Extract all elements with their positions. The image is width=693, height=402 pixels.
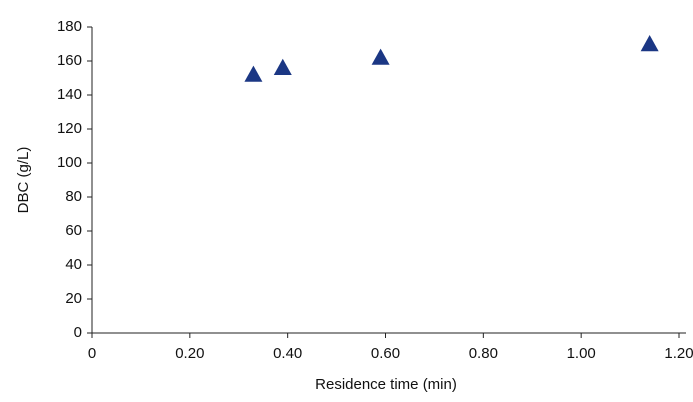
y-axis-label: DBC (g/L) xyxy=(15,147,32,214)
x-tick-label: 0.40 xyxy=(273,345,302,362)
marker xyxy=(244,65,263,82)
x-tick-label: 1.20 xyxy=(664,345,693,362)
y-tick-label: 80 xyxy=(65,188,82,205)
y-tick-label: 180 xyxy=(57,18,82,35)
x-tick-label: 0.80 xyxy=(469,345,498,362)
y-tick-label: 20 xyxy=(65,290,82,307)
x-tick-label: 0.60 xyxy=(371,345,400,362)
x-tick-label: 0.20 xyxy=(175,345,204,362)
y-tick-label: 60 xyxy=(65,222,82,239)
x-axis-label: Residence time (min) xyxy=(315,376,457,393)
x-tick-label: 0 xyxy=(88,345,96,362)
y-tick-label: 160 xyxy=(57,52,82,69)
y-tick-label: 40 xyxy=(65,256,82,273)
y-tick-label: 120 xyxy=(57,120,82,137)
y-tick-label: 0 xyxy=(74,324,82,341)
marker xyxy=(371,48,390,65)
y-tick-label: 140 xyxy=(57,86,82,103)
marker xyxy=(273,58,292,75)
x-tick-label: 1.00 xyxy=(567,345,596,362)
y-tick-label: 100 xyxy=(57,154,82,171)
marker xyxy=(640,35,659,52)
